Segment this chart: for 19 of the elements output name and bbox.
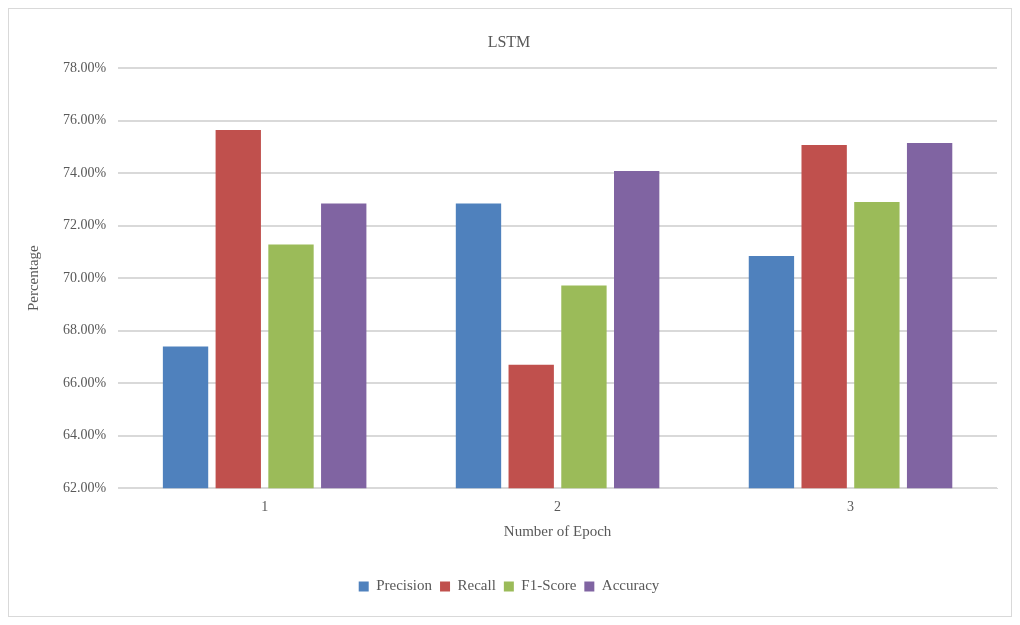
y-tick-label: 76.00% (62, 112, 107, 128)
legend-label: Accuracy (601, 577, 660, 594)
legend-label: F1-Score (521, 577, 577, 594)
x-tick-label: 2 (554, 499, 562, 515)
y-tick-label: 66.00% (62, 374, 107, 390)
y-axis-title: Percentage (24, 244, 41, 312)
chart-title: LSTM (487, 32, 531, 50)
y-tick-label: 72.00% (62, 217, 107, 233)
y-tick-label: 74.00% (62, 164, 107, 180)
y-tick-label: 62.00% (62, 479, 107, 495)
x-axis-title: Number of Epoch (503, 522, 612, 539)
legend-label: Recall (457, 577, 496, 594)
x-tick-label: 3 (847, 499, 855, 515)
x-tick-label: 1 (261, 499, 269, 515)
y-tick-label: 78.00% (62, 59, 107, 75)
y-tick-label: 68.00% (62, 322, 107, 338)
legend-label: Precision (376, 577, 433, 594)
y-tick-label: 64.00% (62, 427, 107, 443)
y-tick-label: 70.00% (62, 269, 107, 285)
